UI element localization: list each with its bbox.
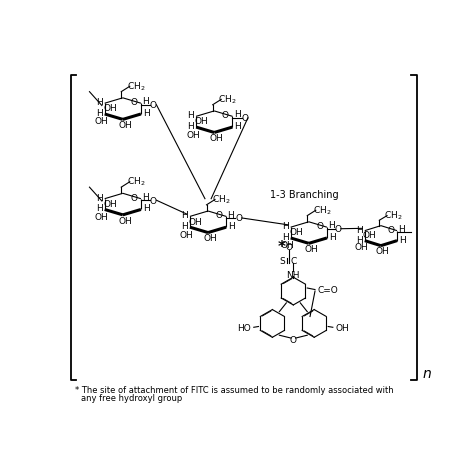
Text: H: H [187, 111, 194, 120]
Text: O: O [222, 111, 228, 120]
Text: H: H [282, 222, 289, 231]
Text: H: H [143, 204, 150, 213]
Text: CH$_2$: CH$_2$ [212, 193, 230, 206]
Text: O: O [241, 114, 248, 123]
Text: H: H [96, 98, 103, 107]
Text: OH: OH [363, 231, 376, 240]
Text: OH: OH [195, 117, 209, 126]
Text: OH: OH [375, 246, 389, 255]
Text: H: H [228, 222, 235, 231]
Text: H: H [142, 97, 149, 106]
Text: OH: OH [355, 243, 369, 252]
Text: OH: OH [118, 121, 132, 130]
Text: OH: OH [336, 323, 350, 332]
Text: OH: OH [210, 134, 223, 143]
Text: H: H [356, 235, 363, 244]
Text: H: H [234, 110, 240, 119]
Text: CH$_2$: CH$_2$ [384, 209, 402, 222]
Text: H: H [228, 210, 234, 219]
Text: * The site of attachment of FITC is assumed to be randomly associated with: * The site of attachment of FITC is assu… [75, 386, 393, 395]
Text: O: O [215, 211, 222, 220]
Text: H: H [143, 109, 150, 118]
Text: H: H [235, 122, 241, 131]
Text: H: H [329, 232, 336, 241]
Text: H: H [187, 122, 194, 131]
Text: H: H [399, 235, 406, 244]
Text: OH: OH [103, 199, 117, 208]
Text: O: O [334, 225, 341, 234]
Text: OH: OH [304, 245, 318, 254]
Text: OH: OH [203, 234, 217, 243]
Text: O: O [235, 214, 242, 223]
Text: OH: OH [186, 130, 200, 139]
Text: OH: OH [95, 117, 109, 126]
Text: OH: OH [290, 228, 303, 237]
Text: O: O [130, 193, 137, 202]
Text: O: O [130, 98, 137, 107]
Text: any free hydroxyl group: any free hydroxyl group [81, 393, 182, 402]
Text: C=O: C=O [317, 286, 338, 295]
Text: O: O [290, 336, 297, 344]
Text: H: H [142, 192, 149, 201]
Text: n: n [423, 366, 431, 380]
Text: H: H [96, 109, 103, 118]
Text: OH: OH [95, 212, 109, 221]
Text: OH: OH [103, 104, 117, 113]
Text: H: H [282, 232, 289, 241]
Text: O: O [150, 196, 157, 205]
Text: OH: OH [118, 216, 132, 225]
Text: O: O [150, 101, 157, 110]
Text: O: O [387, 225, 394, 234]
Text: O: O [286, 242, 293, 251]
Text: OH: OH [180, 230, 194, 239]
Text: *: * [278, 239, 286, 254]
Text: H: H [181, 222, 188, 231]
Text: S: S [280, 256, 285, 265]
Text: CH$_2$: CH$_2$ [127, 175, 145, 188]
Text: H: H [356, 225, 363, 234]
Text: H: H [328, 221, 335, 230]
Text: CH$_2$: CH$_2$ [313, 204, 331, 216]
Text: NH: NH [287, 270, 300, 279]
Text: H: H [96, 193, 103, 202]
Text: OH: OH [281, 241, 294, 250]
Text: C: C [290, 256, 296, 265]
Text: HO: HO [237, 323, 251, 332]
Text: CH$_2$: CH$_2$ [218, 93, 237, 106]
Text: H: H [96, 204, 103, 213]
Text: H: H [398, 224, 405, 233]
Text: 1-3 Branching: 1-3 Branching [270, 189, 339, 199]
Text: H: H [181, 211, 188, 220]
Text: CH$_2$: CH$_2$ [127, 80, 145, 92]
Text: O: O [316, 222, 323, 230]
Text: OH: OH [189, 217, 202, 226]
